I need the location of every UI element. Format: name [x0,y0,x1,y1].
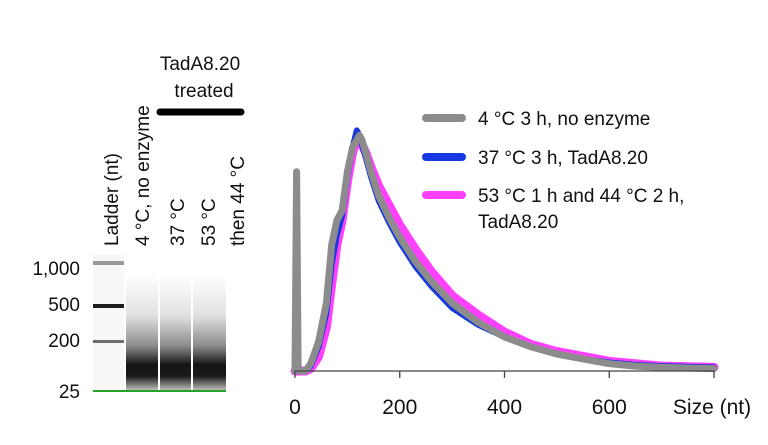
lane-label-then-44c: then 44 °C [228,156,249,246]
lane-smear-no-enzyme [126,275,158,390]
size-marker-500: 500 [48,295,80,316]
lane-smear-37c [160,275,191,390]
x-ticks: 0 200 400 600 [289,371,715,419]
x-tick-label: 400 [487,396,522,419]
series-no-enzyme [291,131,718,375]
electropherogram: 0 200 400 600 Size (nt) [289,127,751,419]
size-marker-25: 25 [59,382,80,403]
lane-smear-53c-44c [193,275,226,390]
lane-label-ladder: Ladder (nt) [102,153,123,246]
x-tick-label: 0 [289,396,301,419]
legend-label-53c-44c: 53 °C 1 h and 44 °C 2 h, TadA8.20 [478,186,690,233]
ladder-lane [93,255,124,391]
ladder-band-200 [93,340,124,343]
x-axis-label: Size (nt) [673,396,751,419]
lane-label-53c: 53 °C [199,198,220,246]
lane-label-no-enzyme: 4 °C, no enzyme [133,105,154,246]
size-marker-200: 200 [48,331,80,352]
x-tick-label: 600 [592,396,627,419]
x-tick-label: 200 [382,396,417,419]
size-marker-1000: 1,000 [32,259,80,280]
lane-label-37c: 37 °C [168,198,189,246]
legend-label-no-enzyme: 4 °C 3 h, no enzyme [478,109,650,130]
treated-label-line1: TadA8.20 [160,54,240,75]
treated-label-line2: treated [174,81,233,102]
gel-panel: TadA8.20 treated Ladder (nt) 4 °C, no en… [32,54,249,403]
ladder-band-1000 [93,261,124,265]
ladder-band-500 [93,304,124,308]
legend: 4 °C 3 h, no enzyme 37 °C 3 h, TadA8.20 … [422,109,690,233]
legend-label-37c: 37 °C 3 h, TadA8.20 [478,148,648,169]
series-layer [290,127,719,376]
